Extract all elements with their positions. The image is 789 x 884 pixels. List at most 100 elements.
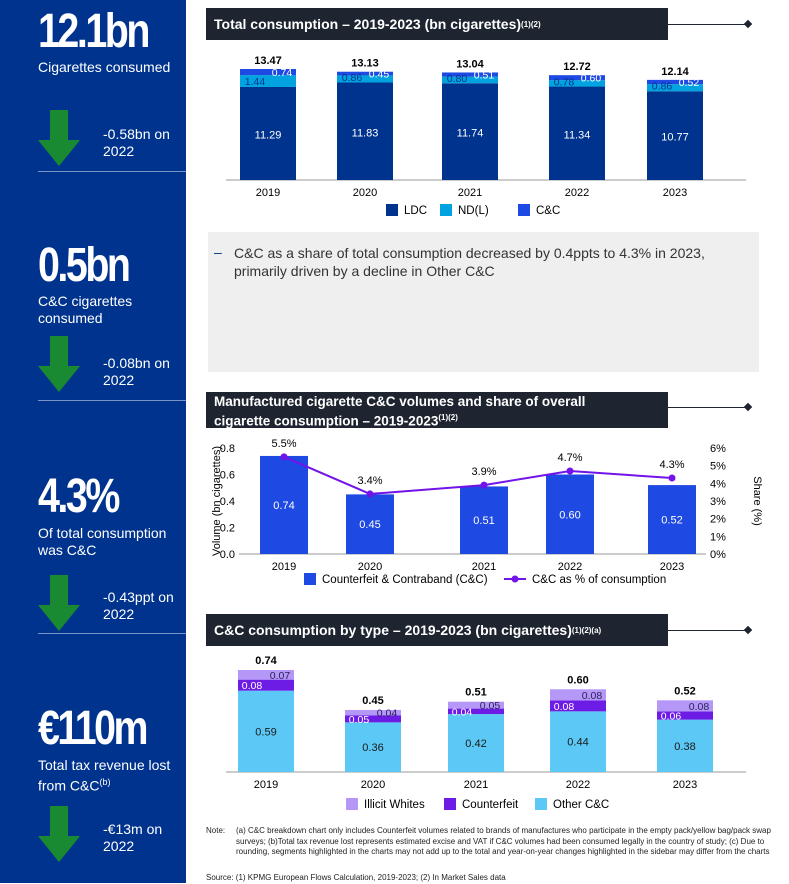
data-label-ldc: 10.77	[661, 132, 689, 144]
footnote-marker: (b)	[99, 777, 111, 787]
stat-description-text: Total tax revenue lost from C&C	[38, 757, 171, 794]
data-label-other-cc: 0.38	[674, 741, 695, 753]
source-text: Source: (1) KPMG European Flows Calculat…	[206, 873, 506, 882]
line-point	[366, 490, 374, 498]
x-tick-label: 2023	[663, 187, 687, 199]
data-label-ldc: 11.83	[352, 127, 379, 139]
bar-ldc	[647, 91, 703, 180]
chart2-title-sup: (1)(2)	[438, 413, 458, 422]
bar-counterfeit	[657, 711, 713, 720]
bar-other-cc	[550, 711, 606, 772]
data-label-share: 5.5%	[271, 438, 296, 450]
y-tick-right: 1%	[710, 531, 726, 543]
bar-cc	[647, 79, 703, 85]
note-text: (a) C&C breakdown chart only includes Co…	[236, 826, 771, 856]
data-label-ndl: 0.78	[554, 76, 575, 88]
bar-ldc	[442, 83, 498, 180]
y-tick-right: 0%	[710, 549, 726, 561]
legend-swatch-bars	[304, 573, 316, 585]
bar-illicit-whites	[345, 709, 401, 716]
stat-description: Of total consumption was C&C	[38, 525, 167, 558]
bar-cc-volume	[546, 474, 594, 554]
data-label-counterfeit: 0.05	[349, 714, 370, 726]
x-tick-label: 2020	[361, 779, 385, 791]
bar-other-cc	[448, 714, 504, 772]
header-diamond-icon	[743, 625, 753, 635]
y-tick-right: 3%	[710, 496, 726, 508]
y-tick-right: 4%	[710, 478, 726, 490]
line-point	[480, 481, 488, 489]
data-label-volume: 0.45	[359, 519, 380, 531]
down-arrow-icon	[38, 575, 80, 631]
bar-cc-volume	[460, 486, 508, 554]
legend-label: Illicit Whites	[364, 799, 425, 811]
data-label-ndl: 0.86	[342, 72, 363, 84]
stat-change: -0.08bn on 2022	[103, 355, 170, 388]
stat-change: -0.58bn on 2022	[103, 126, 170, 159]
chart1-title: Total consumption – 2019-2023 (bn cigare…	[206, 8, 668, 40]
line-point	[280, 453, 288, 461]
data-label-illicit-whites: 0.08	[689, 701, 710, 713]
x-tick-label: 2022	[558, 561, 582, 573]
legend-label: Other C&C	[553, 799, 609, 811]
divider	[38, 400, 186, 401]
legend-swatch	[444, 798, 456, 810]
data-label-share: 3.4%	[357, 475, 382, 487]
y-tick-left: 0.6	[220, 470, 235, 482]
bar-ldc	[337, 82, 393, 180]
y-tick-left: 0.8	[220, 443, 235, 455]
y-axis-title-right: Share (%)	[751, 476, 763, 526]
stat-value: 12.1bn	[38, 5, 150, 58]
bar-cc-volume	[346, 494, 394, 554]
data-label-other-cc: 0.42	[465, 738, 486, 750]
chart3-svg: 0.590.080.070.7420190.360.050.040.452020…	[226, 655, 746, 811]
x-tick-label: 2019	[256, 187, 280, 199]
data-label-total: 0.74	[255, 655, 277, 667]
legend-swatch	[440, 204, 452, 216]
y-tick-right: 2%	[710, 514, 726, 526]
chart3-title: C&C consumption by type – 2019-2023 (bn …	[206, 614, 668, 646]
bar-cc-volume	[648, 485, 696, 554]
chart1-title-sup: (1)(2)	[521, 19, 541, 29]
x-tick-label: 2019	[254, 779, 278, 791]
header-rule	[668, 407, 748, 408]
data-label-total: 13.47	[254, 55, 282, 67]
legend-label: ND(L)	[458, 205, 489, 217]
data-label-other-cc: 0.36	[362, 742, 383, 754]
bar-counterfeit	[448, 708, 504, 715]
stat-change: -€13m on 2022	[103, 821, 163, 854]
bar-ldc	[240, 86, 296, 180]
data-label-cc: 0.51	[474, 70, 495, 82]
data-label-cc: 0.52	[679, 77, 700, 89]
bar-ndl	[240, 75, 296, 87]
data-label-total: 13.13	[351, 58, 379, 70]
data-label-volume: 0.74	[273, 500, 294, 512]
bar-illicit-whites	[657, 700, 713, 712]
data-label-cc: 0.60	[581, 73, 602, 85]
data-label-total: 0.45	[362, 695, 383, 707]
data-label-share: 3.9%	[471, 466, 496, 478]
y-tick-right: 6%	[710, 443, 726, 455]
data-label-total: 13.04	[456, 58, 484, 70]
legend-label-bars: Counterfeit & Contraband (C&C)	[322, 574, 488, 586]
data-label-volume: 0.60	[559, 509, 580, 521]
data-label-total: 0.60	[567, 674, 588, 686]
bar-other-cc	[657, 719, 713, 772]
bar-ldc	[549, 86, 605, 180]
bar-ndl	[337, 75, 393, 83]
chart2-title-line2-text: cigarette consumption – 2019-2023	[214, 413, 439, 429]
legend-swatch	[535, 798, 547, 810]
data-label-total: 0.52	[674, 685, 695, 697]
x-tick-label: 2020	[358, 561, 382, 573]
bar-ndl	[442, 76, 498, 84]
y-tick-left: 0.4	[220, 496, 235, 508]
header-rule	[668, 24, 748, 25]
note-label: Note:	[206, 826, 226, 835]
data-label-volume: 0.52	[661, 515, 682, 527]
bar-counterfeit	[550, 700, 606, 712]
header-rule	[668, 630, 748, 631]
bar-cc	[337, 71, 393, 76]
bar-counterfeit	[345, 715, 401, 723]
bar-cc	[549, 75, 605, 81]
